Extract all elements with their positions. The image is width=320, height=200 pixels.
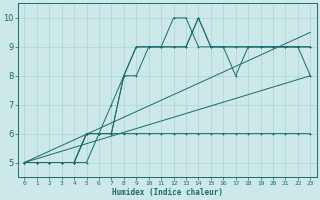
X-axis label: Humidex (Indice chaleur): Humidex (Indice chaleur) bbox=[112, 188, 223, 197]
